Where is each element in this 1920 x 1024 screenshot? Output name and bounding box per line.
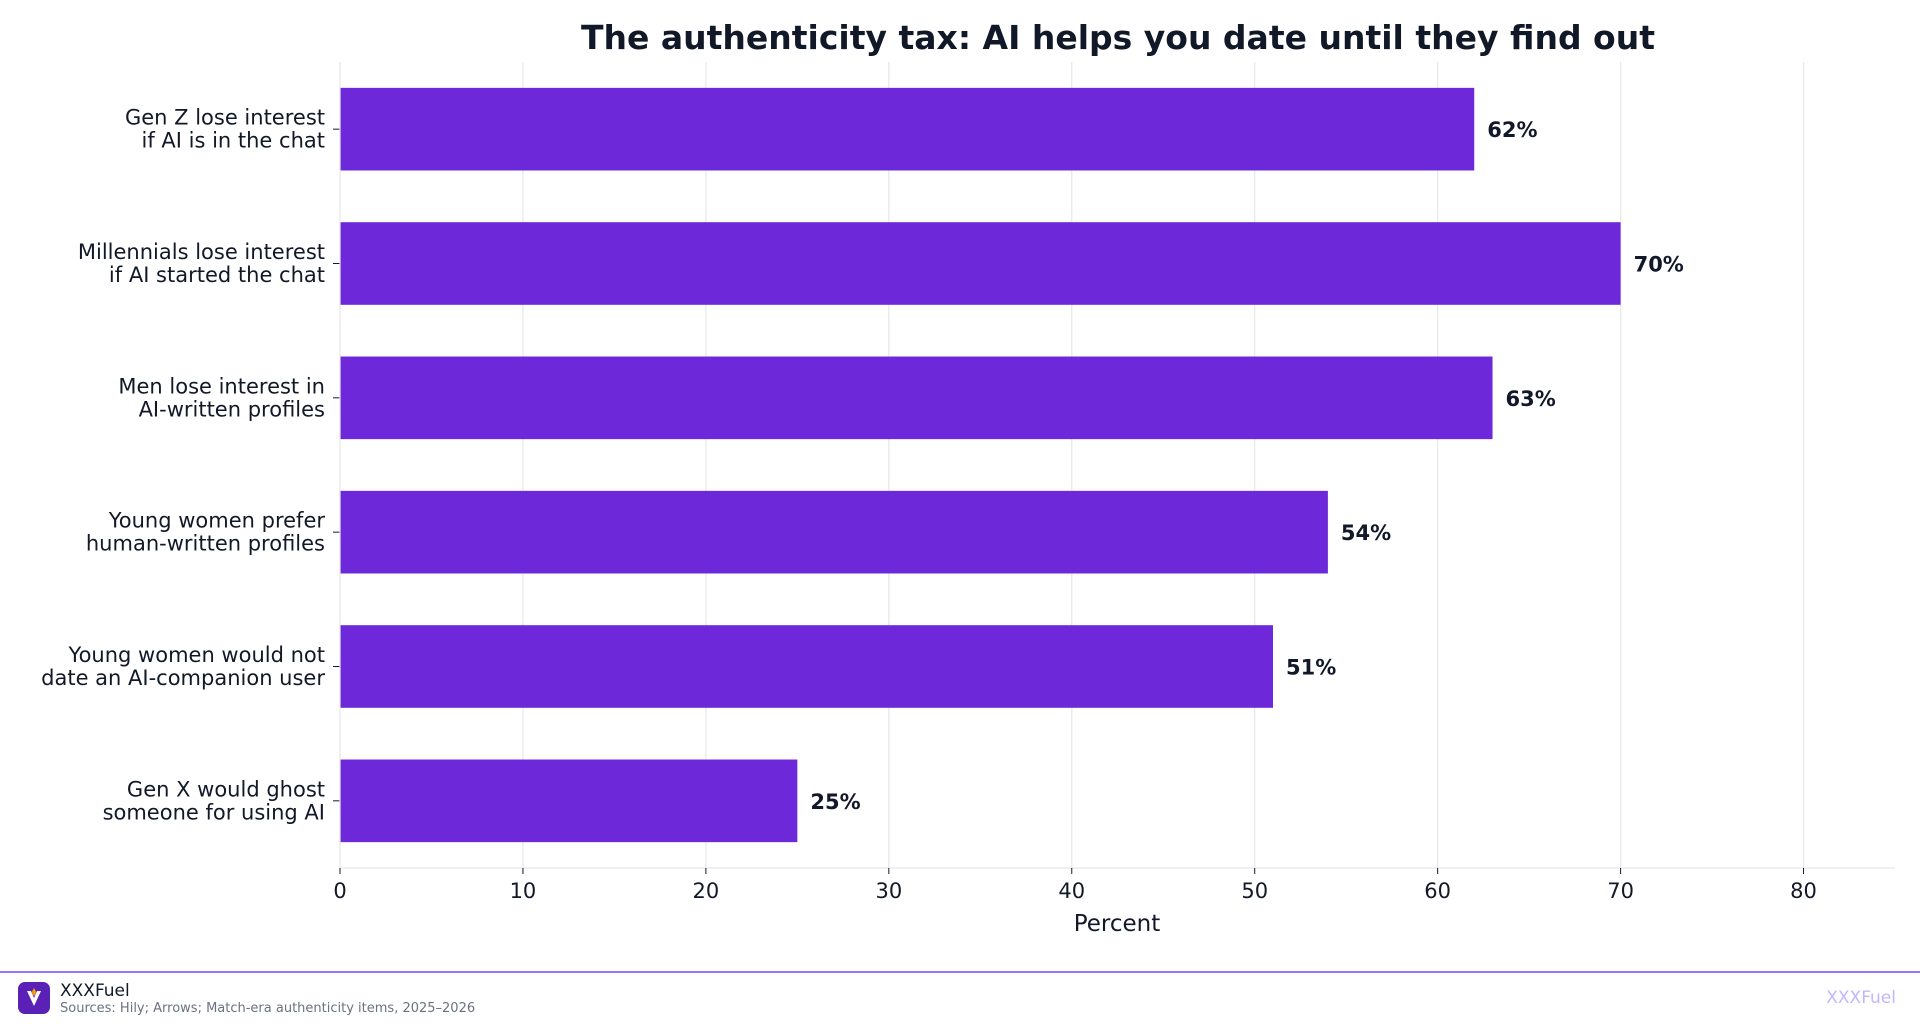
bar-value-label: 63%	[1506, 387, 1556, 411]
bar-chart: The authenticity tax: AI helps you date …	[41, 18, 1895, 937]
bar-value-label: 51%	[1286, 656, 1336, 680]
category-label: Men lose interest in	[118, 374, 325, 398]
x-tick-label: 80	[1790, 879, 1817, 903]
bar-value-label: 70%	[1634, 253, 1684, 277]
category-label: Young women prefer	[108, 509, 326, 533]
category-label: if AI started the chat	[109, 263, 325, 287]
bar-value-label: 54%	[1341, 521, 1391, 545]
grid-lines	[522, 62, 1805, 868]
category-label: date an AI-companion user	[41, 666, 325, 690]
category-label: if AI is in the chat	[141, 129, 325, 153]
category-label: Gen X would ghost	[127, 777, 325, 801]
category-label: AI-written profiles	[139, 397, 325, 421]
bars	[340, 87, 1621, 843]
x-tick-label: 10	[510, 879, 537, 903]
bar-value-label: 62%	[1487, 118, 1537, 142]
brand-name: XXXFuel	[60, 981, 130, 1001]
x-tick-label: 20	[693, 879, 720, 903]
chart-title: The authenticity tax: AI helps you date …	[581, 18, 1655, 57]
bar	[340, 490, 1328, 574]
bar-value-label: 25%	[810, 790, 860, 814]
x-tick-label: 50	[1241, 879, 1268, 903]
bar	[340, 759, 798, 843]
brand-logo-icon	[18, 982, 50, 1014]
sources-note: Sources: Hily; Arrows; Match-era authent…	[60, 1001, 476, 1016]
bar	[340, 87, 1475, 171]
watermark: XXXFuel	[1826, 988, 1896, 1008]
x-tick-label: 40	[1058, 879, 1085, 903]
footer-divider	[0, 971, 1920, 973]
bar	[340, 222, 1621, 305]
category-label: Millennials lose interest	[78, 240, 325, 264]
x-tick-label: 60	[1424, 879, 1451, 903]
category-label: Young women would not	[68, 643, 325, 667]
x-tick-label: 0	[333, 879, 346, 903]
footer: XXXFuel Sources: Hily; Arrows; Match-era…	[0, 971, 1920, 1024]
x-axis-title: Percent	[1074, 911, 1161, 937]
value-labels: 62% 70% 63% 54% 51% 25%	[810, 118, 1684, 814]
category-label: someone for using AI	[103, 800, 325, 824]
category-label: human-written profiles	[86, 532, 325, 556]
bar	[340, 625, 1273, 708]
category-label: Gen Z lose interest	[125, 106, 325, 130]
x-axis: 0 10 20 30 40 50 60 70 80	[333, 62, 1895, 903]
x-tick-label: 70	[1607, 879, 1634, 903]
bar	[340, 356, 1493, 440]
x-tick-label: 30	[875, 879, 902, 903]
